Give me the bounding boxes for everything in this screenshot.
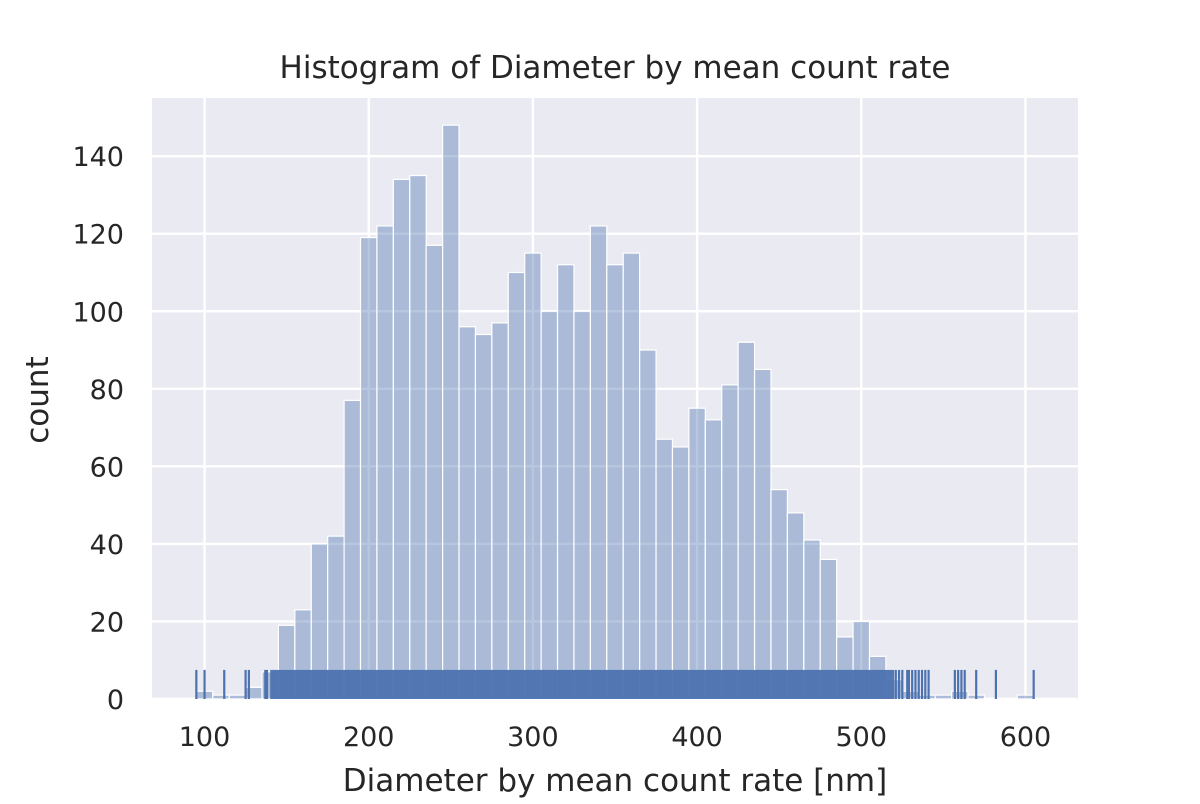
histogram-bar	[573, 310, 591, 700]
x-tick-label: 500	[836, 722, 888, 753]
histogram-bar	[589, 225, 608, 700]
y-tick-label: 60	[90, 452, 124, 483]
histogram-bar	[507, 271, 526, 700]
histogram-bar	[540, 310, 559, 700]
x-tick-labels: 100 200 300 400 500 600	[179, 722, 1051, 753]
x-tick-label: 100	[179, 722, 231, 753]
histogram-bar	[392, 178, 411, 700]
y-tick-label: 120	[72, 220, 124, 251]
histogram-bar	[639, 349, 657, 700]
y-tick-label: 0	[107, 685, 124, 716]
histogram-bar	[770, 489, 788, 700]
x-tick-label: 400	[671, 722, 723, 753]
histogram-bar	[1016, 694, 1035, 700]
histogram-bar	[737, 341, 756, 700]
histogram-bar	[359, 236, 378, 700]
histogram-bar	[491, 322, 509, 700]
y-tick-labels: 0 20 40 60 80 100 120 140	[72, 142, 124, 716]
y-tick-label: 140	[72, 142, 124, 173]
rug-marks	[195, 669, 1035, 699]
rug-dense-band	[270, 669, 895, 699]
histogram-bar	[753, 368, 772, 700]
histogram-bar	[934, 694, 953, 700]
plot-background	[152, 98, 1078, 699]
y-tick-label: 20	[90, 607, 124, 638]
y-tick-label: 100	[72, 297, 124, 328]
histogram-bar	[474, 333, 493, 700]
histogram-bar	[671, 446, 690, 700]
histogram-bar	[343, 399, 362, 700]
chart-title: Histogram of Diameter by mean count rate	[280, 50, 951, 86]
histogram-bar	[721, 384, 739, 700]
histogram-bar	[622, 252, 641, 700]
histogram-bar	[704, 419, 723, 700]
histogram-bar	[228, 694, 247, 700]
x-tick-label: 300	[507, 722, 559, 753]
x-axis-label: Diameter by mean count rate [nm]	[343, 763, 887, 799]
histogram-bar	[376, 225, 394, 700]
histogram-bar	[425, 244, 444, 700]
histogram-bar	[688, 407, 706, 700]
grid-lines	[152, 98, 1078, 701]
histogram-bar	[524, 252, 542, 700]
histogram-bar	[458, 326, 477, 700]
y-tick-label: 40	[90, 530, 124, 561]
histogram-bar	[655, 438, 674, 700]
x-tick-label: 600	[1000, 722, 1052, 753]
y-tick-label: 80	[90, 375, 124, 406]
histogram-bar	[409, 174, 427, 700]
y-axis-label: count	[20, 356, 56, 443]
histogram-bar	[212, 694, 230, 700]
histogram-bar	[556, 264, 575, 700]
histogram-bar	[606, 264, 624, 700]
x-tick-label: 200	[343, 722, 395, 753]
histogram-bar	[442, 124, 460, 700]
